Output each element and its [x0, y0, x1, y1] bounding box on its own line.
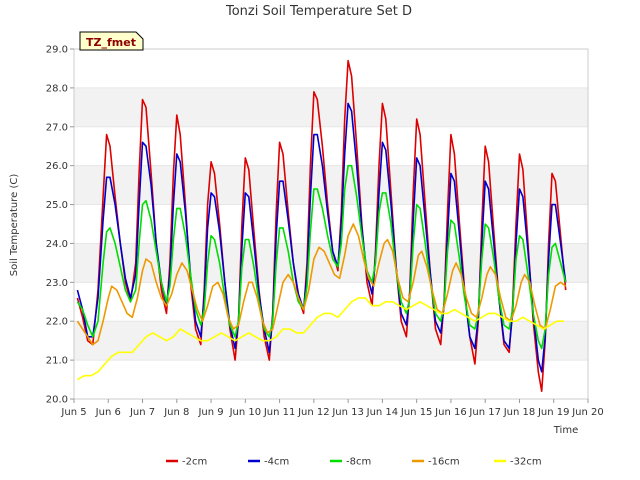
- x-tick-label: Jun 18: [503, 407, 536, 418]
- legend-label: -16cm: [428, 457, 460, 468]
- y-tick-label: 29.0: [46, 45, 68, 56]
- y-tick-label: 25.0: [46, 200, 68, 211]
- x-tick-label: Jun 13: [331, 407, 364, 418]
- x-tick-label: Jun 7: [129, 407, 155, 418]
- y-axis: 20.0 21.0 22.0 23.0 24.0 25.0 26.0 27.0 28.0 29.0: [46, 45, 74, 406]
- x-tick-label: Jun 9: [197, 407, 223, 418]
- badge-label: TZ_fmet: [86, 36, 136, 49]
- x-tick-label: Jun 6: [95, 407, 121, 418]
- legend-label: -8cm: [346, 457, 371, 468]
- y-tick-label: 21.0: [46, 356, 68, 367]
- grid-band: [74, 165, 588, 205]
- x-tick-label: Jun 15: [400, 407, 433, 418]
- x-tick-label: Jun 17: [468, 407, 501, 418]
- x-tick-label: Jun 14: [366, 407, 399, 418]
- y-tick-label: 20.0: [46, 395, 68, 406]
- y-tick-label: 24.0: [46, 239, 68, 250]
- legend-label: -32cm: [510, 457, 542, 468]
- grid-band: [74, 49, 588, 88]
- grid-band: [74, 87, 588, 127]
- y-tick-label: 26.0: [46, 161, 68, 172]
- legend-label: -2cm: [182, 457, 207, 468]
- series-line-minus-2cm: [76, 59, 567, 393]
- y-tick-label: 23.0: [46, 278, 68, 289]
- x-tick-label: Jun 8: [163, 407, 189, 418]
- x-tick-label: Jun 20: [571, 407, 604, 418]
- plot-frame: [73, 48, 589, 400]
- y-tick-label: 22.0: [46, 317, 68, 328]
- series-line-minus-8cm: [76, 164, 567, 350]
- x-tick-label: Jun 16: [434, 407, 467, 418]
- series-layer: [76, 59, 567, 393]
- x-tick-label: Jun 5: [60, 407, 86, 418]
- y-tick-label: 27.0: [46, 122, 68, 133]
- legend: -2cm -4cm -8cm -16cm -32cm: [166, 457, 542, 468]
- x-tick-label: Jun 12: [297, 407, 330, 418]
- chart-title: Tonzi Soil Temperature Set D: [225, 4, 412, 19]
- series-line-minus-32cm: [77, 297, 564, 381]
- x-tick-label: Jun 19: [537, 407, 570, 418]
- legend-label: -4cm: [264, 457, 289, 468]
- grid-band: [74, 360, 588, 399]
- grid-band: [74, 126, 588, 166]
- x-axis: Jun 5 Jun 6 Jun 7 Jun 8 Jun 9 Jun 10 Jun 11 Jun…: [60, 399, 604, 418]
- series-line-minus-16cm: [76, 223, 567, 346]
- x-tick-label: Jun 11: [263, 407, 296, 418]
- x-tick-label: Jun 10: [229, 407, 262, 418]
- badge-box: [79, 31, 144, 51]
- y-axis-label: Soil Temperature (C): [9, 174, 20, 277]
- tz-fmet-badge: TZ_fmet: [79, 31, 144, 51]
- x-axis-label: Time: [553, 425, 578, 436]
- series-line-minus-4cm: [76, 102, 567, 373]
- y-tick-label: 28.0: [46, 83, 68, 94]
